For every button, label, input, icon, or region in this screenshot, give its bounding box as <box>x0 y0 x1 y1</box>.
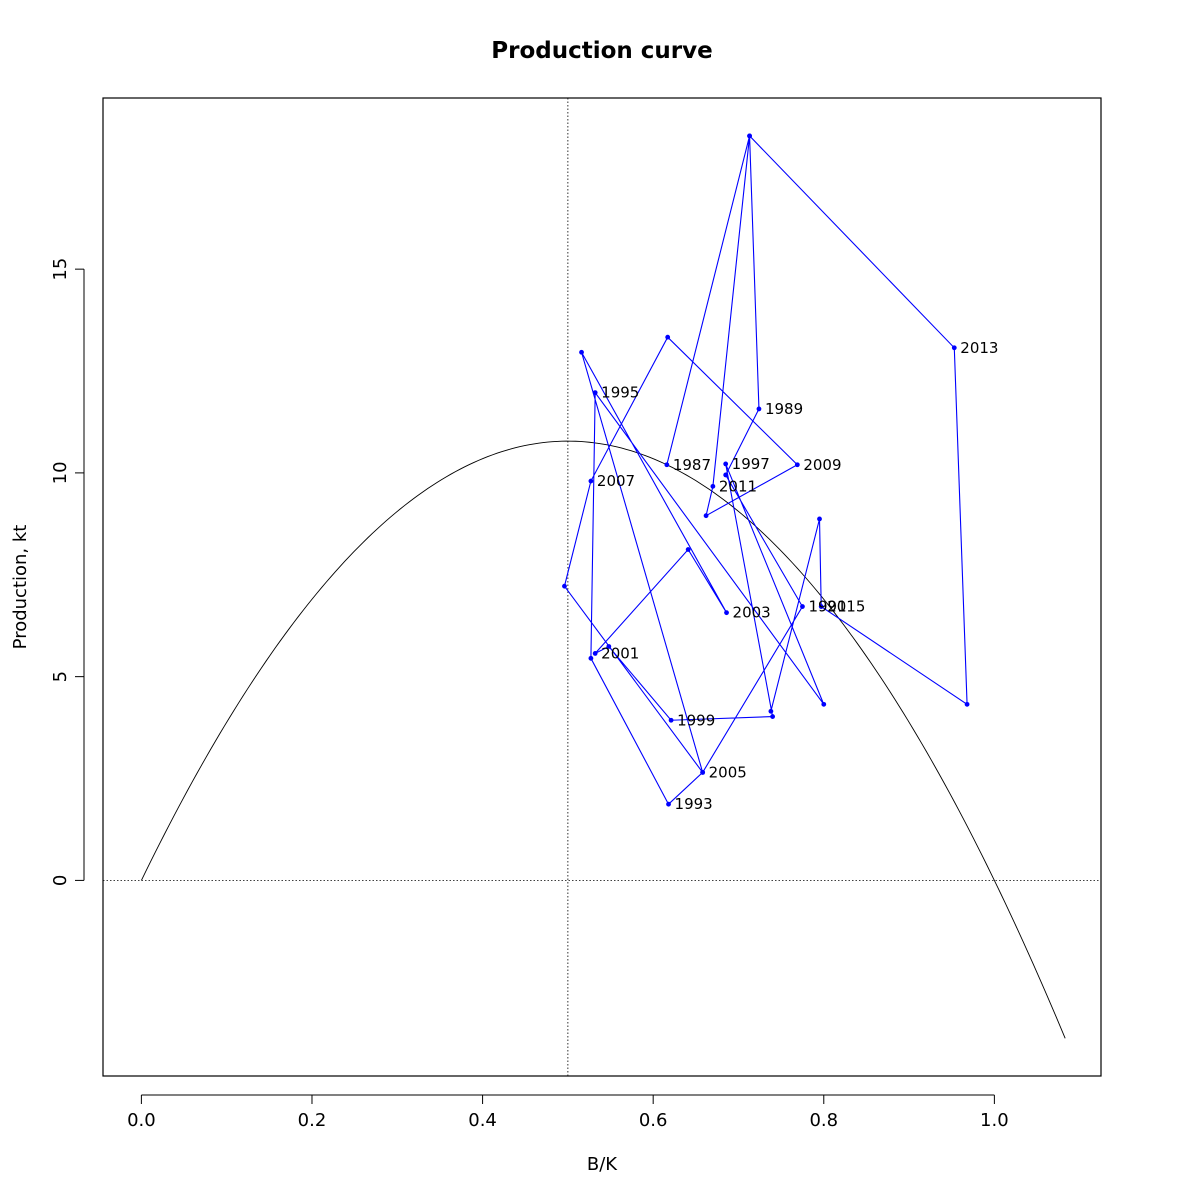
x-axis-title: B/K <box>587 1154 618 1175</box>
year-label-2009: 2009 <box>803 456 841 474</box>
data-point-2017 <box>768 708 774 714</box>
data-point-1997 <box>723 461 729 467</box>
data-point-1995 <box>592 390 598 396</box>
x-tick-label: 0.8 <box>809 1110 838 1131</box>
year-label-2013: 2013 <box>960 339 998 357</box>
data-point-1990 <box>723 472 729 478</box>
year-label-1999: 1999 <box>677 711 715 729</box>
data-point-1989 <box>756 406 762 412</box>
data-point-2007 <box>588 478 594 484</box>
data-point-2003 <box>724 610 729 616</box>
year-label-1991: 1991 <box>808 598 846 616</box>
data-point-2006 <box>562 583 567 589</box>
data-point-2013 <box>951 345 957 351</box>
year-label-1995: 1995 <box>601 384 639 402</box>
data-point-2004 <box>579 349 584 355</box>
data-point-2001 <box>592 651 598 656</box>
x-tick-label: 0.6 <box>639 1110 668 1131</box>
data-point-2008 <box>665 334 671 340</box>
data-point-2005 <box>700 770 706 775</box>
x-tick-label: 0.2 <box>298 1110 327 1131</box>
y-axis-title: Production, kt <box>10 525 31 650</box>
y-axis: 0 5 10 15 <box>50 258 85 886</box>
x-tick-label: 1.0 <box>980 1110 1009 1131</box>
year-label-2015: 2015 <box>827 598 865 616</box>
y-tick-label: 15 <box>50 258 71 281</box>
year-label-2011: 2011 <box>719 477 757 495</box>
x-tick-label: 0.0 <box>127 1110 156 1131</box>
data-point-1994 <box>588 655 594 661</box>
year-label-1997: 1997 <box>732 455 770 473</box>
year-label-1989: 1989 <box>765 400 803 418</box>
y-tick-label: 5 <box>50 671 71 682</box>
year-label-1993: 1993 <box>675 795 713 813</box>
data-point-1998 <box>770 714 775 719</box>
year-label-1987: 1987 <box>673 456 711 474</box>
production-curve-line <box>140 440 1066 1039</box>
data-point-2011 <box>710 483 716 489</box>
chart-title: Production curve <box>491 38 712 64</box>
plot-area: 1987 1989 1991 1993 1995 1997 1999 2001 2003 2005… <box>103 98 1101 1076</box>
x-axis: 0.0 0.2 0.4 0.6 0.8 1.0 <box>127 1094 1009 1131</box>
data-point-2014 <box>964 701 970 707</box>
data-point-1996 <box>821 701 827 707</box>
x-tick-label: 0.4 <box>468 1110 497 1131</box>
data-point-2010 <box>703 513 709 519</box>
year-label-2001: 2001 <box>601 644 639 662</box>
data-point-2002 <box>685 547 691 552</box>
plot-frame <box>102 97 1102 1077</box>
data-point-1987 <box>664 462 670 468</box>
data-point-2015 <box>818 604 824 609</box>
data-point-2016 <box>817 516 822 522</box>
year-label-2003: 2003 <box>733 604 771 622</box>
year-label-2005: 2005 <box>709 763 747 781</box>
data-point-1999 <box>668 717 674 723</box>
y-tick-label: 10 <box>50 461 71 484</box>
year-label-2007: 2007 <box>597 472 635 490</box>
y-tick-label: 0 <box>50 875 71 886</box>
data-point-1991 <box>800 604 805 609</box>
data-point-2000 <box>606 644 612 649</box>
data-point-2012 <box>747 133 752 139</box>
data-point-1993 <box>666 801 671 807</box>
data-point-2009 <box>794 462 800 468</box>
